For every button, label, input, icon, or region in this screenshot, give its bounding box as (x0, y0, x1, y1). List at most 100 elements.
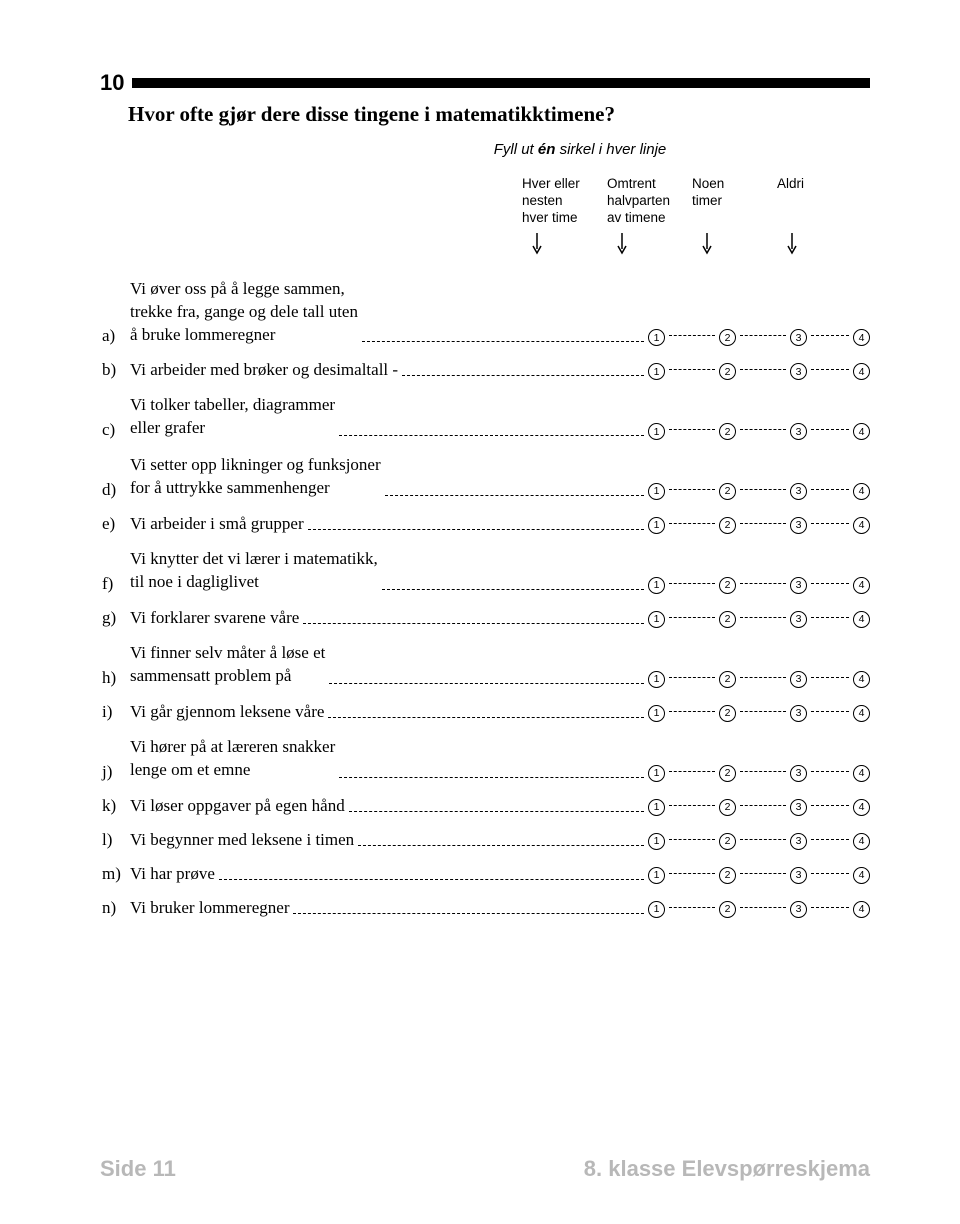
option-circle[interactable]: 2 (719, 833, 736, 850)
item-text: Vi bruker lommeregner (130, 898, 289, 918)
option-dashes (811, 523, 849, 524)
option-dashes (811, 839, 849, 840)
option-circle[interactable]: 2 (719, 577, 736, 594)
option-dashes (811, 489, 849, 490)
item-text: Vi går gjennom leksene våre (130, 702, 324, 722)
option-circle[interactable]: 3 (790, 483, 807, 500)
option-circle[interactable]: 3 (790, 799, 807, 816)
option-dashes (811, 907, 849, 908)
option-circle[interactable]: 1 (648, 329, 665, 346)
option-circle[interactable]: 1 (648, 799, 665, 816)
option-dashes (811, 369, 849, 370)
option-circle[interactable]: 1 (648, 423, 665, 440)
option-circle[interactable]: 1 (648, 611, 665, 628)
option-dashes (811, 335, 849, 336)
header-col-3: Noentimer (690, 176, 775, 227)
option-circle[interactable]: 3 (790, 705, 807, 722)
options-row: 1 2 3 4 (648, 329, 870, 346)
option-circle[interactable]: 4 (853, 329, 870, 346)
option-dashes (740, 489, 786, 490)
option-circle[interactable]: 2 (719, 765, 736, 782)
footer-right: 8. klasse Elevspørreskjema (584, 1156, 870, 1182)
item-label: i) (100, 702, 130, 722)
option-circle[interactable]: 4 (853, 799, 870, 816)
option-circle[interactable]: 2 (719, 867, 736, 884)
leader-dashes (362, 341, 644, 342)
option-circle[interactable]: 1 (648, 517, 665, 534)
option-dashes (811, 711, 849, 712)
option-circle[interactable]: 4 (853, 517, 870, 534)
option-circle[interactable]: 4 (853, 765, 870, 782)
option-circle[interactable]: 3 (790, 363, 807, 380)
option-circle[interactable]: 1 (648, 833, 665, 850)
option-circle[interactable]: 3 (790, 867, 807, 884)
option-dashes (811, 677, 849, 678)
option-dashes (811, 771, 849, 772)
option-circle[interactable]: 2 (719, 517, 736, 534)
item-text: Vi øver oss på å legge sammen,trekke fra… (130, 278, 358, 347)
option-circle[interactable]: 1 (648, 577, 665, 594)
option-circle[interactable]: 3 (790, 611, 807, 628)
option-circle[interactable]: 3 (790, 329, 807, 346)
option-circle[interactable]: 3 (790, 901, 807, 918)
option-circle[interactable]: 2 (719, 363, 736, 380)
option-circle[interactable]: 1 (648, 705, 665, 722)
item-label: a) (100, 326, 130, 346)
question-item: m)Vi har prøve1234 (100, 864, 870, 884)
option-circle[interactable]: 1 (648, 671, 665, 688)
option-circle[interactable]: 2 (719, 483, 736, 500)
option-circle[interactable]: 4 (853, 867, 870, 884)
option-circle[interactable]: 1 (648, 867, 665, 884)
option-circle[interactable]: 2 (719, 611, 736, 628)
option-circle[interactable]: 3 (790, 671, 807, 688)
arrow-2 (605, 233, 690, 260)
options-row: 1 2 3 4 (648, 705, 870, 722)
option-dashes (740, 369, 786, 370)
item-label: l) (100, 830, 130, 850)
option-circle[interactable]: 3 (790, 423, 807, 440)
item-text: Vi setter opp likninger og funksjonerfor… (130, 454, 381, 500)
option-circle[interactable]: 1 (648, 901, 665, 918)
option-circle[interactable]: 4 (853, 363, 870, 380)
option-circle[interactable]: 2 (719, 799, 736, 816)
options-row: 1 2 3 4 (648, 833, 870, 850)
option-dashes (669, 617, 715, 618)
option-circle[interactable]: 3 (790, 765, 807, 782)
option-circle[interactable]: 2 (719, 705, 736, 722)
option-circle[interactable]: 1 (648, 765, 665, 782)
option-dashes (740, 711, 786, 712)
option-circle[interactable]: 2 (719, 329, 736, 346)
item-label: k) (100, 796, 130, 816)
option-dashes (811, 429, 849, 430)
question-item: h)Vi finner selv måter å løse etsammensa… (100, 642, 870, 688)
instruction: Fyll ut én sirkel i hver linje (290, 141, 870, 158)
option-circle[interactable]: 2 (719, 423, 736, 440)
option-circle[interactable]: 3 (790, 517, 807, 534)
item-text: Vi tolker tabeller, diagrammereller graf… (130, 394, 335, 440)
question-item: b)Vi arbeider med brøker og desimaltall … (100, 360, 870, 380)
option-circle[interactable]: 1 (648, 363, 665, 380)
option-circle[interactable]: 4 (853, 833, 870, 850)
option-dashes (811, 617, 849, 618)
option-circle[interactable]: 4 (853, 423, 870, 440)
option-circle[interactable]: 3 (790, 577, 807, 594)
option-dashes (740, 805, 786, 806)
option-circle[interactable]: 4 (853, 577, 870, 594)
option-circle[interactable]: 4 (853, 705, 870, 722)
option-dashes (669, 771, 715, 772)
option-circle[interactable]: 4 (853, 483, 870, 500)
option-dashes (669, 429, 715, 430)
option-circle[interactable]: 4 (853, 901, 870, 918)
option-circle[interactable]: 3 (790, 833, 807, 850)
question-item: g)Vi forklarer svarene våre1234 (100, 608, 870, 628)
option-circle[interactable]: 2 (719, 671, 736, 688)
option-dashes (740, 907, 786, 908)
option-circle[interactable]: 4 (853, 671, 870, 688)
leader-dashes (339, 435, 644, 436)
option-circle[interactable]: 1 (648, 483, 665, 500)
option-dashes (740, 771, 786, 772)
option-circle[interactable]: 2 (719, 901, 736, 918)
options-row: 1 2 3 4 (648, 517, 870, 534)
option-circle[interactable]: 4 (853, 611, 870, 628)
option-dashes (669, 839, 715, 840)
